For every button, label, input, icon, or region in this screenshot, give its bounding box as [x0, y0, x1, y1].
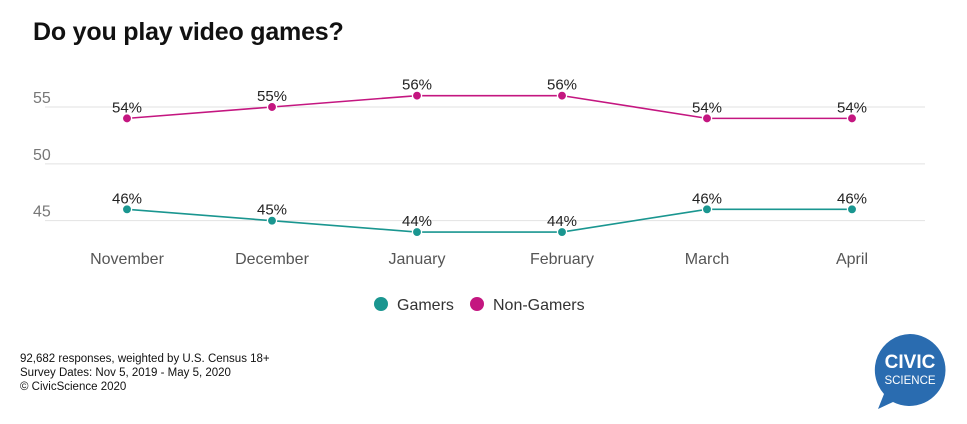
- footnotes: 92,682 responses, weighted by U.S. Censu…: [20, 352, 270, 394]
- footnote-survey-dates: Survey Dates: Nov 5, 2019 - May 5, 2020: [20, 367, 231, 379]
- y-tick-label-55: 55: [33, 90, 51, 107]
- legend: Gamers Non-Gamers: [374, 297, 585, 314]
- data-point-non-gamers: [121, 113, 133, 124]
- x-tick-label-february: February: [530, 251, 594, 268]
- data-label-gamers: 46%: [837, 190, 867, 207]
- data-label-non-gamers: 55%: [257, 88, 287, 105]
- series-line-non-gamers: [126, 94, 852, 120]
- legend-label-non-gamers: Non-Gamers: [493, 297, 585, 314]
- logo-speech-bubble: [874, 334, 946, 409]
- data-label-non-gamers: 54%: [692, 99, 722, 116]
- footnote-copyright: © CivicScience 2020: [20, 381, 127, 393]
- data-point-gamers: [556, 226, 568, 238]
- data-point-non-gamers: [411, 90, 423, 101]
- data-point-non-gamers: [266, 101, 278, 113]
- x-axis-ticks: November December January February March Apri…: [90, 251, 868, 268]
- x-tick-label-november: November: [90, 251, 164, 268]
- data-point-non-gamers: [701, 113, 713, 124]
- data-label-gamers: 44%: [402, 213, 432, 230]
- footnote-responses: 92,682 responses, weighted by U.S. Censu…: [20, 353, 270, 365]
- legend-label-gamers: Gamers: [397, 297, 454, 314]
- data-label-gamers: 46%: [692, 190, 722, 207]
- logo-text-science: SCIENCE: [884, 375, 935, 387]
- data-label-gamers: 45%: [257, 202, 287, 219]
- y-tick-label-50: 50: [33, 147, 51, 164]
- data-point-gamers: [701, 204, 713, 215]
- data-point-gamers: [846, 204, 858, 215]
- data-point-gamers: [411, 226, 423, 238]
- x-tick-label-april: April: [836, 251, 868, 268]
- legend-swatch-non-gamers: [470, 297, 484, 311]
- x-tick-label-march: March: [685, 251, 729, 268]
- line-chart: 45 50 55 November December January February Ma…: [33, 77, 925, 314]
- y-axis-ticks: 45 50 55: [33, 90, 51, 221]
- data-point-gamers: [121, 204, 133, 215]
- data-label-non-gamers: 54%: [837, 99, 867, 116]
- data-labels: 46% 45% 44% 44% 46% 46% 54% 55% 56% 56% 54% 54%: [112, 77, 867, 230]
- data-label-gamers: 44%: [547, 213, 577, 230]
- data-point-non-gamers: [846, 113, 858, 124]
- data-point-gamers: [266, 215, 278, 226]
- x-tick-label-january: January: [389, 251, 446, 268]
- data-label-gamers: 46%: [112, 190, 142, 207]
- y-tick-label-45: 45: [33, 204, 51, 221]
- logo-text-civic: CIVIC: [885, 352, 936, 373]
- data-label-non-gamers: 56%: [402, 77, 432, 94]
- data-label-non-gamers: 54%: [112, 99, 142, 116]
- grid-lines: [45, 106, 925, 222]
- chart-title: Do you play video games?: [33, 18, 344, 46]
- legend-swatch-gamers: [374, 297, 388, 311]
- data-point-non-gamers: [556, 90, 568, 101]
- civicscience-logo: CIVIC SCIENCE: [874, 334, 946, 409]
- series-line-gamers: [126, 208, 852, 233]
- series-lines: [121, 90, 858, 238]
- data-label-non-gamers: 56%: [547, 77, 577, 94]
- x-tick-label-december: December: [235, 251, 309, 268]
